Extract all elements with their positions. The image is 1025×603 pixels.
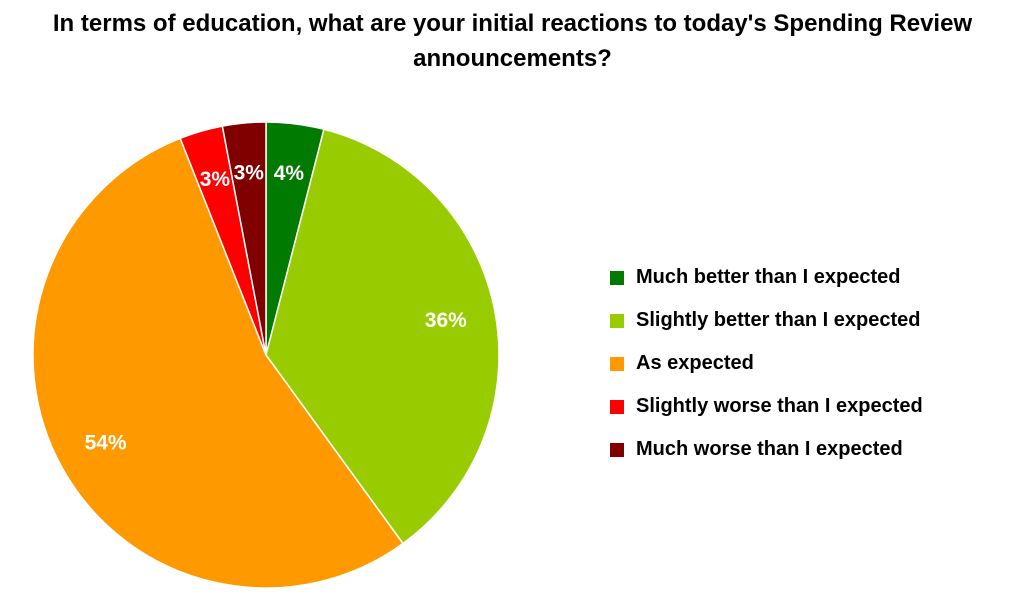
legend-label: As expected xyxy=(636,352,754,374)
pie-slices xyxy=(32,121,500,589)
legend-label: Slightly better than I expected xyxy=(636,309,921,331)
legend-swatch xyxy=(610,313,624,328)
legend-item-slightly-worse-than-i-expected: Slightly worse than I expected xyxy=(610,385,1010,428)
pie-slice-slightly-better-than-i-expected xyxy=(265,128,500,545)
data-label-slightly-worse-than-i-expected: 3% xyxy=(200,168,231,191)
chart-title: In terms of education, what are your ini… xyxy=(0,6,1025,76)
legend-label: Much better than I expected xyxy=(636,266,901,288)
legend-item-much-better-than-i-expected: Much better than I expected xyxy=(610,256,1010,299)
data-label-as-expected: 54% xyxy=(85,432,127,455)
pie-data-labels: 4% 36% 54% 3% 3% xyxy=(85,161,468,454)
data-label-much-worse-than-i-expected: 3% xyxy=(234,161,265,184)
legend-swatch xyxy=(610,270,624,285)
data-label-slightly-better-than-i-expected: 36% xyxy=(425,309,467,332)
legend-label: Slightly worse than I expected xyxy=(636,395,923,417)
pie-slice-much-worse-than-i-expected xyxy=(221,121,267,356)
legend-item-as-expected: As expected xyxy=(610,342,1010,385)
legend-label: Much worse than I expected xyxy=(636,438,903,460)
chart-title-line-1: In terms of education, what are your ini… xyxy=(52,10,973,37)
legend-swatch xyxy=(610,442,624,457)
chart-title-line-2: announcements? xyxy=(413,45,612,72)
chart-legend: Much better than I expected Slightly bett… xyxy=(610,256,1010,471)
legend-swatch xyxy=(610,356,624,371)
legend-item-much-worse-than-i-expected: Much worse than I expected xyxy=(610,428,1010,471)
data-label-much-better-than-i-expected: 4% xyxy=(274,162,305,185)
pie-slice-as-expected xyxy=(32,137,404,589)
legend-swatch xyxy=(610,399,624,414)
legend-item-slightly-better-than-i-expected: Slightly better than I expected xyxy=(610,299,1010,342)
